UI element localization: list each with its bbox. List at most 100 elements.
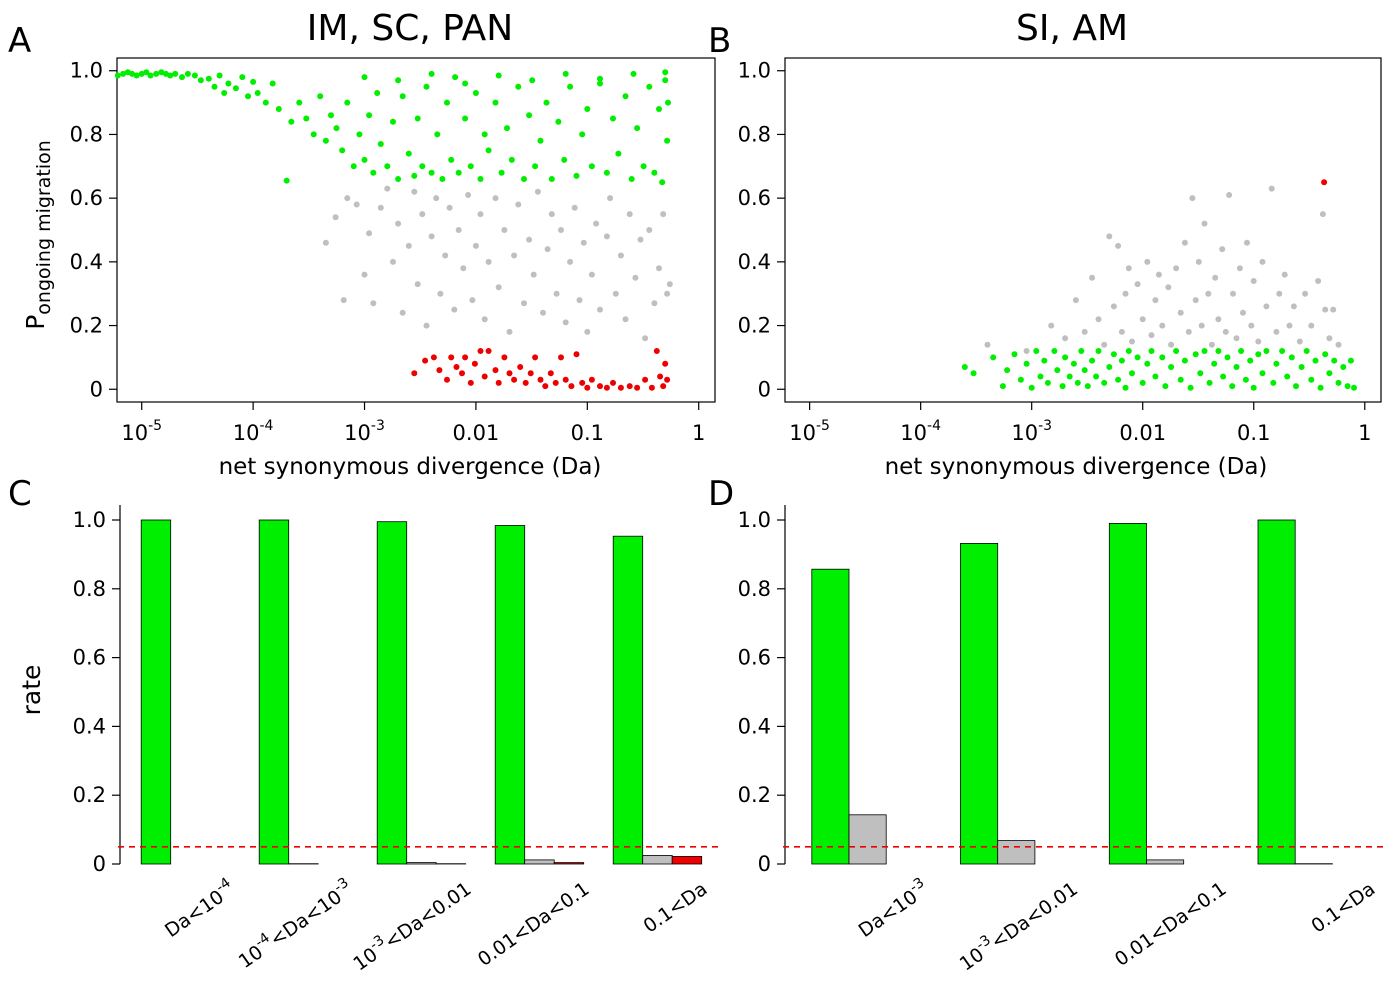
panel-b-point — [1205, 290, 1212, 297]
panel-d-category-label: 0.1<Da — [1307, 878, 1379, 938]
panel-b-point — [1125, 348, 1132, 354]
panel-a-point — [191, 72, 198, 79]
panel-c-category-label: 10-4<Da<10-3 — [232, 875, 357, 973]
panel-b-point — [1230, 290, 1236, 297]
panel-a-point — [310, 131, 317, 138]
panel-a-point — [501, 354, 508, 361]
panel-a-point — [462, 80, 469, 87]
panel-a-point — [642, 335, 649, 342]
panel-a-ytick-label: 0 — [90, 377, 103, 401]
panel-a-point — [615, 150, 622, 157]
panel-b-ytick-label: 0.8 — [738, 122, 771, 146]
panel-d-category-label-group: 10-3<Da<0.01 — [956, 878, 1082, 976]
panel-a-point — [453, 364, 460, 370]
panel-b-point — [1033, 348, 1040, 354]
panel-a-point — [543, 99, 550, 106]
panel-b-point — [1197, 370, 1204, 377]
panel-d-ytick-label: 0.2 — [738, 783, 771, 807]
panel-a-point — [532, 163, 539, 170]
panel-b-point — [1144, 360, 1151, 367]
panel-c-bar — [494, 525, 526, 865]
panel-a-xtick-label: 10-3 — [344, 418, 385, 445]
panel-a-point — [485, 147, 492, 154]
panel-a-point — [552, 379, 559, 386]
panel-c-category-label: 0.01<Da<0.1 — [474, 878, 594, 971]
panel-b-point — [1081, 367, 1088, 374]
panel-a-point — [444, 376, 450, 383]
panel-b-point — [1201, 348, 1208, 354]
panel-a-point — [622, 316, 629, 323]
panel-a-point — [492, 195, 499, 202]
panel-a-point — [579, 379, 586, 386]
panel-b-point — [1344, 383, 1351, 390]
panel-a-point — [597, 75, 603, 82]
panel-b-point — [1347, 357, 1354, 364]
panel-a-point — [626, 211, 633, 218]
panel-a-point — [395, 77, 402, 84]
panel-b-point — [1263, 348, 1270, 354]
panel-b-point — [1159, 354, 1166, 361]
panel-b-point — [1162, 383, 1169, 390]
panel-a-point — [129, 70, 136, 77]
panel-b-point — [1238, 348, 1245, 354]
panel-a-point — [634, 125, 641, 132]
panel-a-point — [120, 70, 127, 77]
panel-a-point — [328, 112, 334, 119]
panel-b-point — [1115, 242, 1122, 249]
panel-b-point — [1072, 297, 1079, 304]
panel-b-point — [1028, 384, 1035, 391]
panel-a-point — [395, 176, 402, 182]
panel-a-point — [472, 242, 479, 249]
panel-b-xtick-label: 0.01 — [1119, 421, 1166, 445]
panel-b-point — [1351, 384, 1357, 391]
panel-c-category-label-group: Da<10-4 — [161, 875, 234, 942]
panel-a-point — [414, 115, 421, 122]
panel-b-point — [1335, 379, 1342, 386]
panel-b-point — [1144, 258, 1151, 265]
panel-a-point — [492, 99, 499, 106]
panel-a-point — [617, 384, 624, 391]
panel-a-point — [366, 230, 373, 237]
panel-b-point — [1298, 364, 1305, 370]
panel-a-point — [211, 83, 218, 90]
panel-b-point — [1330, 306, 1337, 313]
panel-a-point — [411, 172, 418, 179]
panel-a-point — [580, 239, 587, 246]
panel-b-point — [1270, 379, 1277, 386]
panel-a-point — [634, 384, 641, 391]
panel-a-point — [361, 74, 368, 81]
panel-a-point — [361, 156, 368, 163]
panel-a-point — [495, 284, 502, 291]
panel-a-point — [419, 211, 426, 218]
panel-b-point — [1255, 338, 1262, 345]
panel-b-point — [1122, 384, 1129, 391]
panel-d-bar — [1108, 523, 1147, 865]
panel-a-point — [158, 69, 165, 76]
panel-b-point — [1168, 364, 1175, 370]
panel-b-point — [1023, 360, 1030, 367]
panel-a-point — [562, 70, 569, 77]
panel-b-point — [1284, 373, 1291, 380]
panel-b-point — [1173, 265, 1180, 272]
panel-a-point — [460, 265, 467, 272]
panel-a-point — [653, 348, 660, 354]
panel-a-point — [114, 72, 121, 79]
panel-a-point — [399, 93, 406, 100]
panel-b-point — [1078, 348, 1085, 354]
panel-a-point — [184, 70, 191, 77]
panel-a-point — [529, 77, 536, 84]
panel-b-point — [1129, 370, 1135, 377]
panel-b-point — [1206, 379, 1213, 386]
panel-b-point — [1290, 303, 1297, 310]
panel-label-d: D — [708, 474, 734, 514]
panel-b-point — [1044, 379, 1051, 386]
panel-b-point — [1110, 303, 1117, 310]
panel-b-point — [1250, 384, 1257, 391]
panel-a-point — [527, 370, 534, 377]
panel-c-bar — [376, 521, 408, 865]
panel-b-point — [1226, 192, 1233, 198]
panel-a-point — [283, 177, 290, 184]
panel-a-point — [555, 118, 562, 125]
panel-b-point — [1331, 357, 1338, 364]
panel-a-point — [664, 290, 671, 297]
